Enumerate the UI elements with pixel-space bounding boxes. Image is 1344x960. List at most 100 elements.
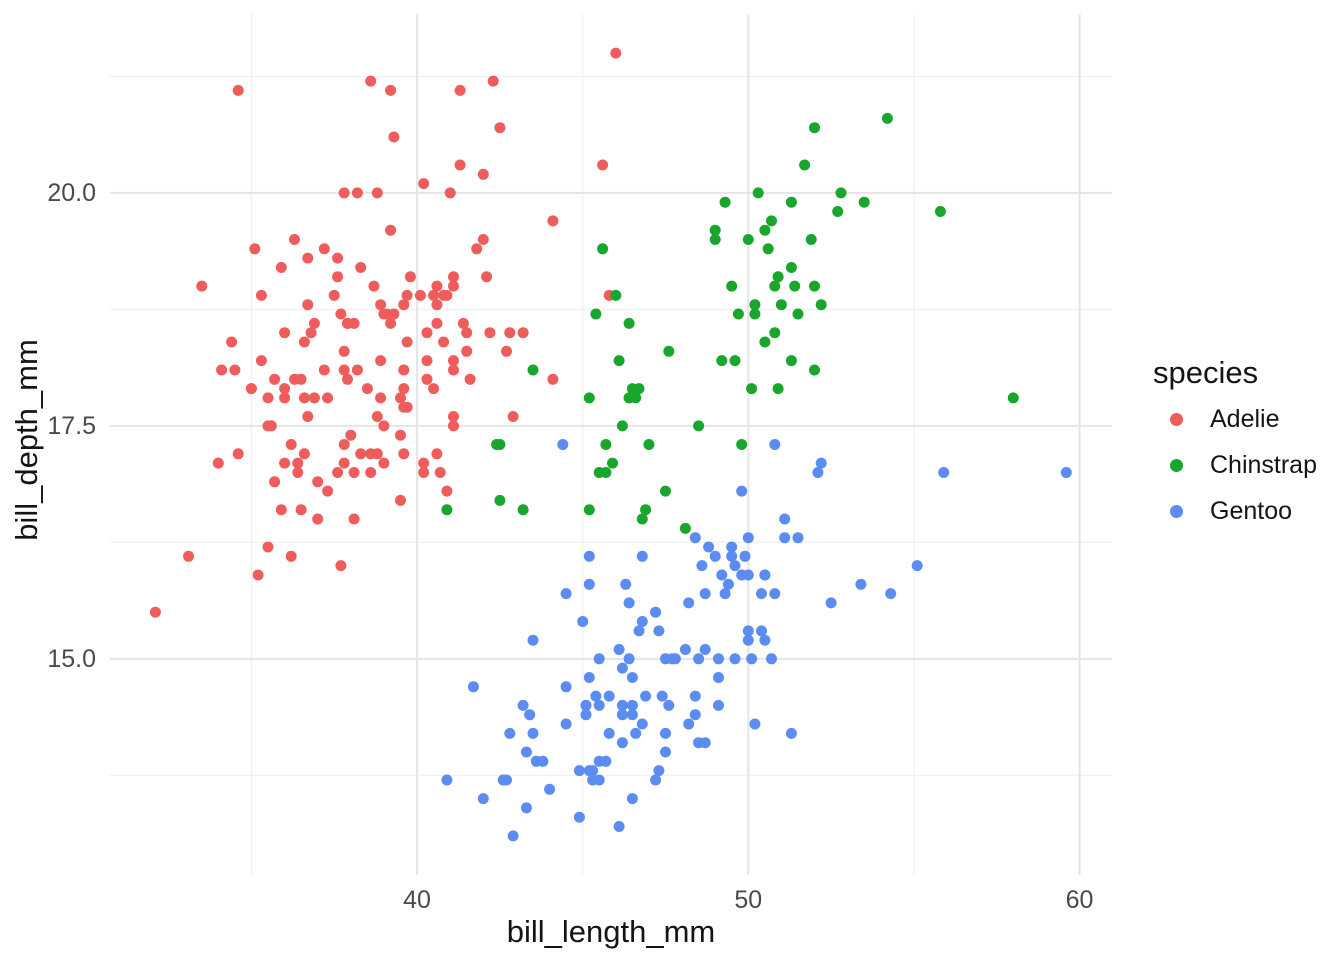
data-point-adelie <box>262 541 274 553</box>
data-point-adelie <box>332 271 344 283</box>
data-point-adelie <box>269 373 281 385</box>
data-point-gentoo <box>679 644 691 655</box>
data-point-gentoo <box>560 681 572 693</box>
data-point-gentoo <box>441 774 453 786</box>
data-point-adelie <box>368 280 380 292</box>
data-point-gentoo <box>693 653 705 665</box>
data-point-adelie <box>318 364 330 376</box>
data-point-adelie <box>212 457 224 469</box>
data-point-adelie <box>295 504 307 516</box>
data-point-adelie <box>302 252 314 264</box>
data-point-adelie <box>401 336 413 348</box>
data-point-chinstrap <box>726 280 738 292</box>
data-point-gentoo <box>815 457 827 469</box>
legend-label: Chinstrap <box>1210 451 1317 479</box>
data-point-chinstrap <box>809 364 820 376</box>
legend-label: Gentoo <box>1210 497 1293 525</box>
data-point-adelie <box>351 364 363 376</box>
data-point-adelie <box>375 299 387 311</box>
data-point-adelie <box>461 345 473 357</box>
data-point-gentoo <box>504 727 516 739</box>
data-point-adelie <box>298 392 310 404</box>
data-point-gentoo <box>855 578 867 590</box>
data-point-adelie <box>279 392 291 404</box>
data-point-adelie <box>332 467 344 478</box>
data-point-adelie <box>398 299 410 311</box>
data-point-adelie <box>226 336 238 348</box>
data-point-adelie <box>229 364 241 376</box>
data-point-chinstrap <box>742 234 754 245</box>
data-point-gentoo <box>501 774 512 786</box>
data-point-chinstrap <box>716 355 728 367</box>
data-point-chinstrap <box>610 289 622 301</box>
legend-swatch-icon <box>1170 504 1183 518</box>
data-point-gentoo <box>759 634 771 646</box>
data-point-adelie <box>464 373 476 385</box>
data-point-gentoo <box>713 653 724 665</box>
legend-item-chinstrap: Chinstrap <box>1150 451 1340 479</box>
data-point-gentoo <box>660 746 671 758</box>
data-point-gentoo <box>603 727 615 739</box>
data-point-adelie <box>597 159 609 171</box>
y-tick-label: 17.5 <box>47 411 96 440</box>
data-point-chinstrap <box>600 467 612 478</box>
data-point-adelie <box>183 550 194 562</box>
data-point-chinstrap <box>441 504 453 516</box>
data-point-adelie <box>461 327 473 339</box>
data-point-chinstrap <box>679 522 691 534</box>
data-point-gentoo <box>593 653 605 665</box>
data-point-chinstrap <box>600 439 612 450</box>
data-point-gentoo <box>583 765 595 777</box>
data-point-adelie <box>322 392 334 404</box>
data-point-adelie <box>454 159 466 171</box>
data-point-gentoo <box>636 718 648 730</box>
data-point-gentoo <box>759 569 771 581</box>
data-point-gentoo <box>593 699 605 711</box>
data-point-adelie <box>404 271 416 283</box>
data-point-adelie <box>252 569 264 581</box>
data-point-chinstrap <box>636 513 648 525</box>
data-point-chinstrap <box>799 159 811 171</box>
data-point-adelie <box>361 383 373 395</box>
data-point-gentoo <box>560 588 572 600</box>
data-point-adelie <box>441 485 453 497</box>
data-point-gentoo <box>736 485 748 497</box>
data-point-gentoo <box>633 625 645 637</box>
data-point-gentoo <box>583 578 595 590</box>
data-point-gentoo <box>557 439 569 450</box>
data-point-gentoo <box>1060 467 1072 478</box>
data-point-chinstrap <box>736 439 748 450</box>
data-point-gentoo <box>613 821 625 832</box>
data-point-gentoo <box>729 560 741 572</box>
data-point-gentoo <box>590 690 602 702</box>
legend-item-gentoo: Gentoo <box>1150 497 1340 525</box>
data-point-adelie <box>275 262 287 273</box>
data-point-gentoo <box>742 532 754 544</box>
data-point-gentoo <box>729 653 741 665</box>
data-point-chinstrap <box>732 308 744 320</box>
data-point-adelie <box>501 345 512 357</box>
data-point-gentoo <box>616 709 628 721</box>
data-point-chinstrap <box>749 299 761 311</box>
data-point-adelie <box>255 355 267 367</box>
data-point-adelie <box>395 392 406 404</box>
data-point-adelie <box>255 289 267 301</box>
data-point-adelie <box>302 299 314 311</box>
data-point-chinstrap <box>766 215 777 227</box>
data-point-chinstrap <box>663 345 675 357</box>
data-point-adelie <box>421 327 433 339</box>
data-point-chinstrap <box>719 196 731 208</box>
data-point-gentoo <box>769 439 781 450</box>
data-point-adelie <box>385 317 397 329</box>
data-point-adelie <box>507 411 519 422</box>
data-point-chinstrap <box>785 355 797 367</box>
data-point-adelie <box>438 289 450 301</box>
data-point-chinstrap <box>815 299 827 311</box>
data-point-adelie <box>279 383 291 395</box>
data-point-gentoo <box>537 755 549 767</box>
data-point-adelie <box>285 550 297 562</box>
data-point-gentoo <box>650 606 662 618</box>
data-point-adelie <box>395 429 406 441</box>
data-point-chinstrap <box>660 485 671 497</box>
